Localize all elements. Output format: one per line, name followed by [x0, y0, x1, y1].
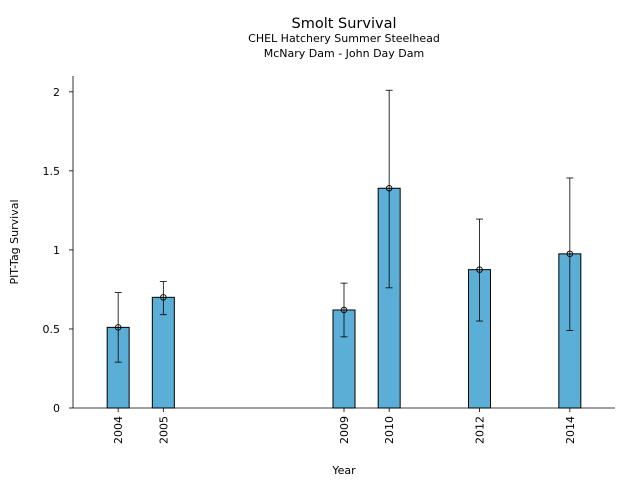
point-marker-2014 [566, 250, 574, 258]
point-marker-2005 [160, 294, 167, 301]
y-tick-label-2: 1 [53, 244, 60, 257]
chart-subtitle-line-2: McNary Dam - John Day Dam [264, 47, 424, 60]
axes-layer: 2004 2005 2009 2010 2012 2014 0 0.5 1 1.5 2 [43, 76, 615, 444]
point-marker-2009 [340, 306, 348, 314]
bars-layer [106, 89, 582, 409]
y-tick-label-1: 0.5 [43, 323, 61, 336]
x-tick-label-2010: 2010 [383, 416, 396, 444]
y-axis-label: PIT-Tag Survival [8, 199, 21, 284]
point-marker-2004 [114, 324, 122, 331]
x-tick-label-2005: 2005 [157, 416, 170, 444]
x-tick-label-2009: 2009 [338, 416, 351, 444]
x-tick-label-2014: 2014 [564, 416, 577, 444]
x-tick-label-2012: 2012 [474, 416, 487, 444]
chart-title: Smolt Survival [292, 16, 397, 32]
x-axis-label: Year [331, 464, 356, 477]
y-tick-label-3: 1.5 [43, 165, 61, 178]
y-tick-label-4: 2 [53, 86, 60, 99]
point-marker-2012 [476, 266, 483, 273]
x-tick-label-2004: 2004 [112, 416, 125, 444]
y-tick-label-0: 0 [53, 402, 60, 415]
chart-subtitle-line-1: CHEL Hatchery Summer Steelhead [248, 32, 440, 45]
point-marker-2010 [385, 184, 393, 192]
